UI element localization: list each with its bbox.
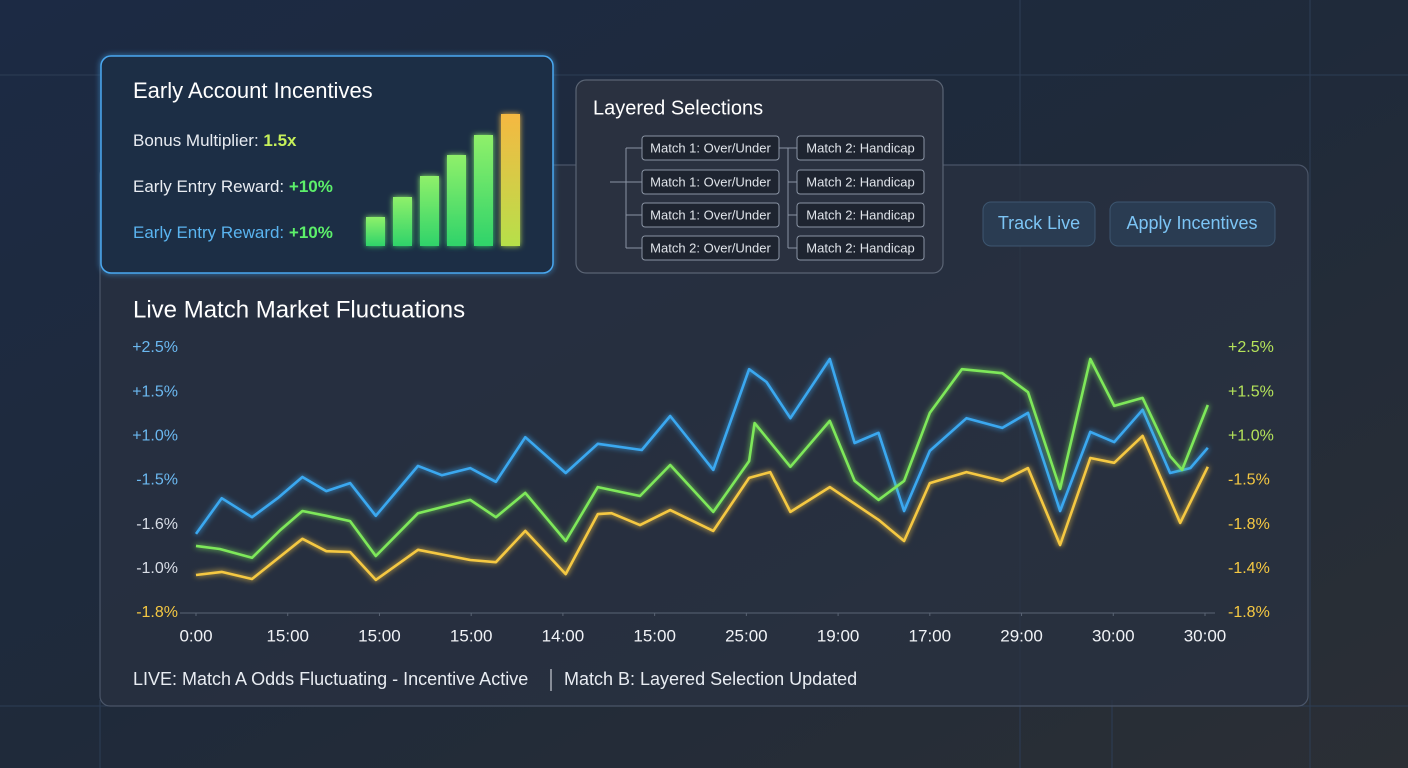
y2-tick-label: +2.5%	[1228, 339, 1274, 356]
x-tick-label: 25:00	[725, 626, 768, 645]
incentive-row: Early Entry Reward: +10%	[133, 223, 333, 242]
y2-tick-label: -1.5%	[1228, 472, 1270, 489]
status-text: Match B: Layered Selection Updated	[564, 669, 857, 689]
selection-box	[796, 169, 925, 195]
incentive-label: Bonus Multiplier:	[133, 131, 263, 150]
y-tick-label: -1.5%	[136, 472, 178, 489]
x-tick-label: 17:00	[909, 626, 952, 645]
panel-title: Early Account Incentives	[133, 78, 373, 103]
x-tick-label: 15:00	[450, 626, 493, 645]
y-tick-label: -1.8%	[136, 604, 178, 621]
y-tick-label: +1.5%	[132, 383, 178, 400]
selection-box	[641, 235, 780, 261]
selection-label: Match 1: Over/Under	[650, 174, 771, 189]
tree-connectors	[610, 147, 797, 249]
plot: +2.5% +1.5% +1.0% -1.5% -1.6% -1.0% -1.8% +2.5%…	[132, 339, 1274, 645]
y2-tick-label: -1.8%	[1228, 604, 1270, 621]
x-tick-label: 15:00	[266, 626, 309, 645]
selection-list: Match 1: Over/Under Match 1: Over/Under Ma…	[641, 135, 925, 261]
status-text: LIVE: Match A Odds Fluctuating - Incenti…	[133, 669, 528, 689]
selection-box	[641, 135, 780, 161]
series-line	[195, 357, 1210, 560]
button-label[interactable]: Track Live	[998, 213, 1080, 233]
selection-box	[796, 202, 925, 228]
selection-label: Match 2: Over/Under	[650, 240, 771, 255]
y2-tick-label: -1.8%	[1228, 516, 1270, 533]
incentive-row: Early Entry Reward: +10%	[133, 177, 333, 196]
incentive-value: +10%	[289, 177, 333, 196]
y2-tick-label: +1.5%	[1228, 383, 1274, 400]
incentive-value: +10%	[289, 223, 333, 242]
button-label[interactable]: Apply Incentives	[1126, 213, 1257, 233]
chart-title: Live Match Market Fluctuations	[133, 296, 465, 323]
panel-title: Layered Selections	[593, 97, 763, 119]
x-tick-label: 15:00	[633, 626, 676, 645]
selection-label: Match 1: Over/Under	[650, 140, 771, 155]
selection-label: Match 2: Handicap	[806, 174, 914, 189]
incentive-label: Early Entry Reward:	[133, 177, 289, 196]
x-tick-label: 19:00	[817, 626, 860, 645]
growth-icon	[366, 114, 520, 246]
selection-box	[641, 169, 780, 195]
x-tick-label: 14:00	[542, 626, 585, 645]
y-tick-label: +2.5%	[132, 339, 178, 356]
button[interactable]	[982, 201, 1096, 247]
x-tick-label: 30:00	[1184, 626, 1227, 645]
selection-label: Match 1: Over/Under	[650, 207, 771, 222]
selection-label: Match 2: Handicap	[806, 207, 914, 222]
x-tick-label: 0:00	[179, 626, 212, 645]
x-tick-label: 30:00	[1092, 626, 1135, 645]
incentive-value: 1.5x	[263, 131, 297, 150]
selection-label: Match 2: Handicap	[806, 140, 914, 155]
selection-label: Match 2: Handicap	[806, 240, 914, 255]
incentive-label: Early Entry Reward:	[133, 223, 289, 242]
selection-box	[796, 135, 925, 161]
x-tick-label: 15:00	[358, 626, 401, 645]
x-tick-label: 29:00	[1000, 626, 1043, 645]
button[interactable]	[1109, 201, 1276, 247]
selection-box	[796, 235, 925, 261]
series-line	[194, 357, 1209, 535]
y-tick-label: +1.0%	[132, 428, 178, 445]
y2-tick-label: -1.4%	[1228, 560, 1270, 577]
incentive-row: Bonus Multiplier: 1.5x	[133, 131, 297, 150]
incentives-panel	[100, 55, 554, 274]
selection-box	[641, 202, 780, 228]
y2-tick-label: +1.0%	[1228, 428, 1274, 445]
y-tick-label: -1.0%	[136, 560, 178, 577]
series-line	[195, 434, 1209, 582]
y-tick-label: -1.6%	[136, 516, 178, 533]
